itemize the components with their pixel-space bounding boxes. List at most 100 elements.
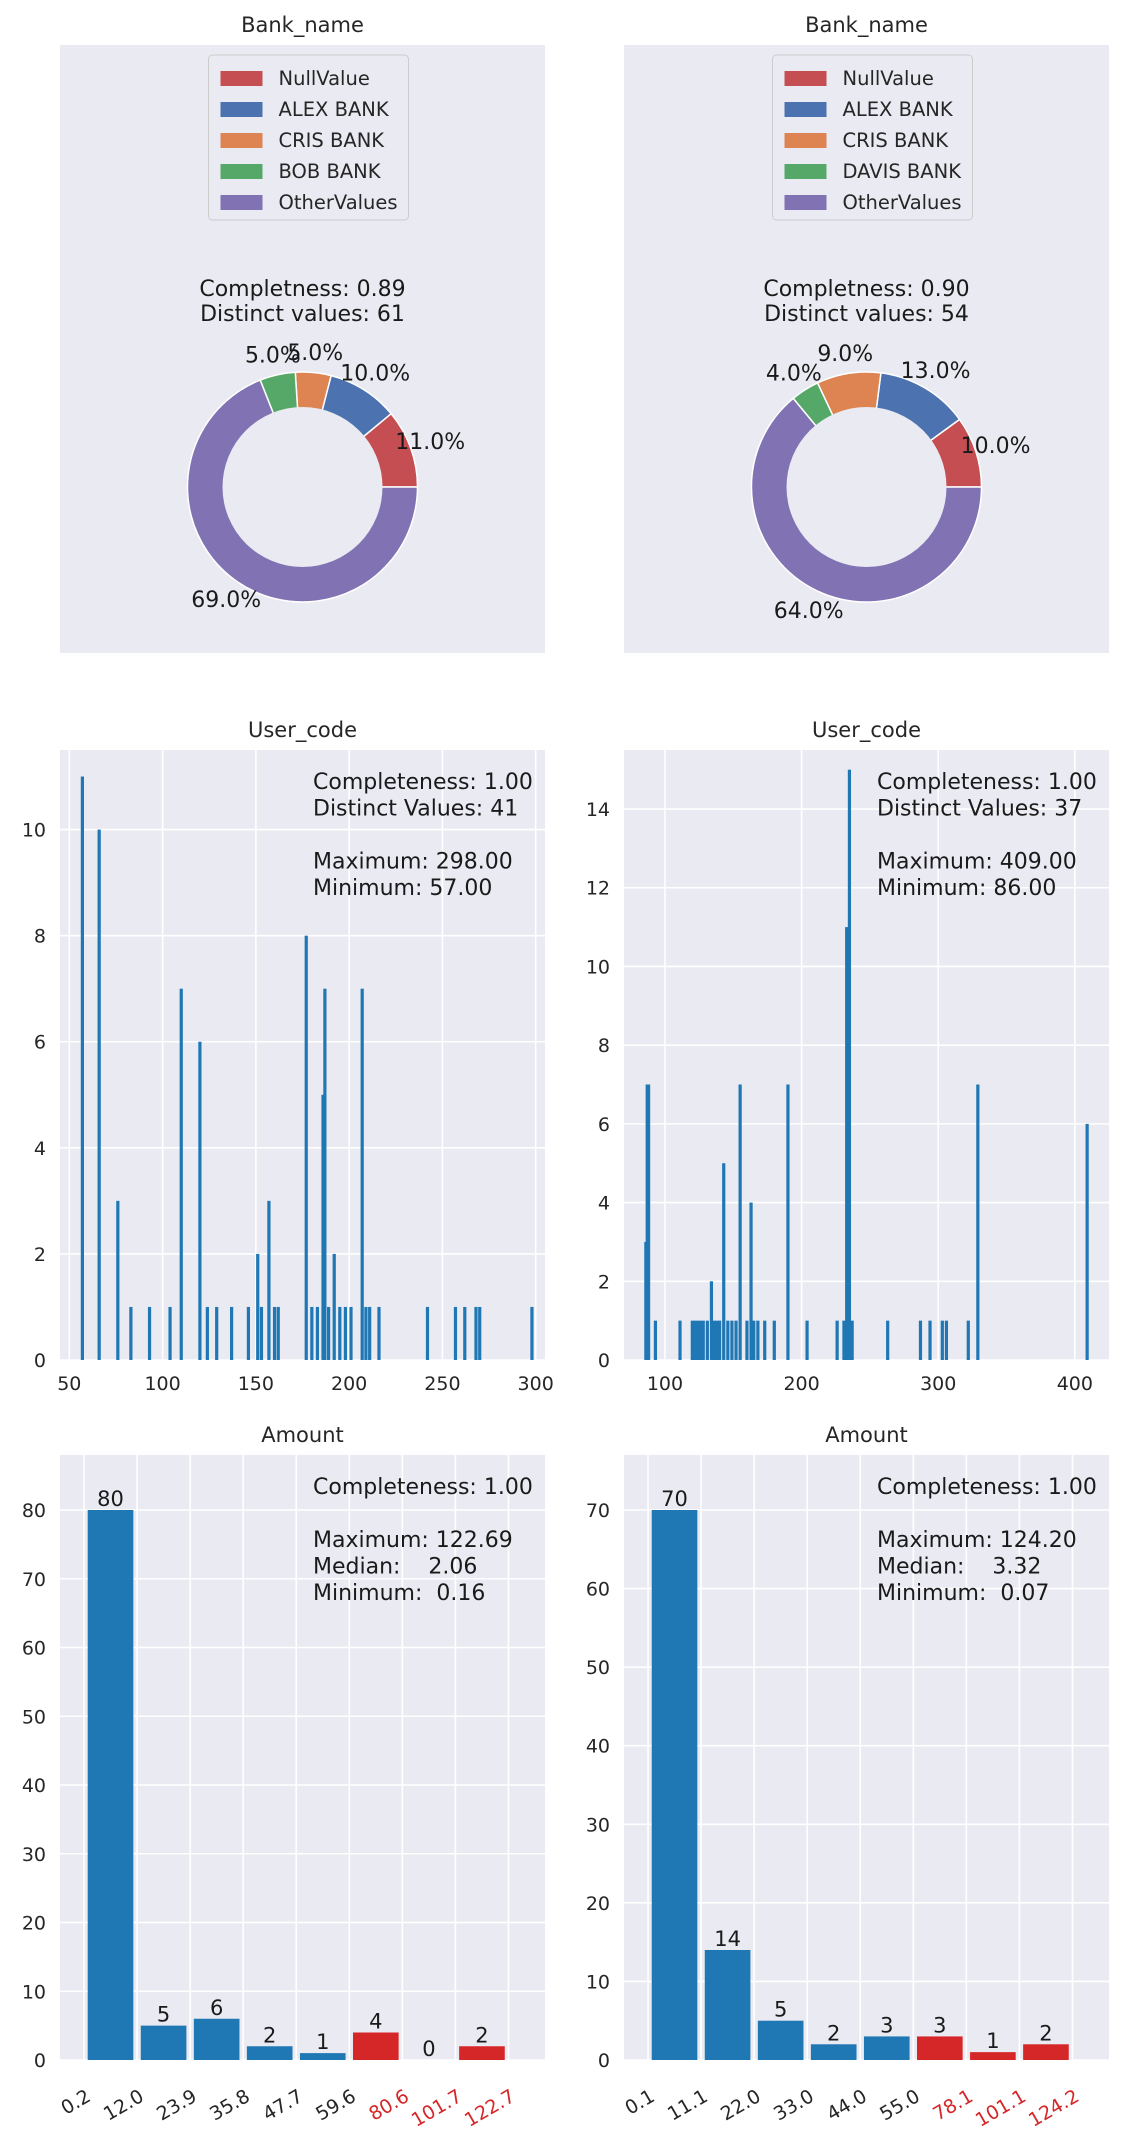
histogram-bar <box>215 1306 219 1360</box>
histogram-bar <box>646 1084 651 1360</box>
bar <box>299 2053 346 2060</box>
legend-swatch <box>220 133 263 148</box>
histogram-bar <box>696 1320 700 1360</box>
histogram-bar <box>343 1306 348 1360</box>
x-tick-label: 100 <box>144 1373 180 1395</box>
histogram-bar <box>752 1320 756 1360</box>
histogram-bar <box>97 829 101 1360</box>
slice-label: 9.0% <box>817 342 873 367</box>
histogram-bar <box>327 1306 331 1360</box>
x-tick-label: 22.0 <box>717 2085 765 2125</box>
histogram-bar <box>530 1306 534 1360</box>
histogram-bar <box>267 1200 271 1360</box>
plot-area <box>60 1455 545 2060</box>
bar-value-label: 2 <box>827 2021 840 2045</box>
histogram-bar <box>276 1306 280 1360</box>
legend-entry: CRIS BANK <box>843 129 950 152</box>
annotation-line: Distinct values: 54 <box>764 302 969 327</box>
annotation-line: Completeness: 1.00 <box>877 770 1097 795</box>
histogram-bar <box>478 1306 482 1360</box>
bar <box>353 2032 399 2060</box>
chart-title: Bank_name <box>805 13 928 38</box>
annotation-line: Minimum: 86.00 <box>877 876 1056 901</box>
legend-entry: BOB BANK <box>279 160 382 183</box>
y-tick-label: 40 <box>586 1736 610 1758</box>
y-tick-label: 0 <box>598 1350 610 1372</box>
bar-value-label: 5 <box>157 2003 170 2027</box>
histogram-bar <box>259 1306 264 1360</box>
histogram-bar <box>377 1306 381 1360</box>
bar <box>651 1510 698 2060</box>
y-tick-label: 2 <box>34 1244 46 1266</box>
histogram-bar <box>332 1253 336 1360</box>
bar-value-label: 1 <box>316 2030 329 2054</box>
x-tick-label: 150 <box>238 1373 274 1395</box>
histogram-bar <box>734 1320 738 1360</box>
y-tick-label: 50 <box>22 1706 46 1728</box>
histogram-bar <box>966 1320 970 1360</box>
y-tick-label: 10 <box>586 1971 610 1993</box>
x-tick-label: 200 <box>783 1373 819 1395</box>
histogram-bar <box>928 1320 932 1360</box>
bar <box>810 2044 857 2060</box>
histogram-bar <box>918 1320 923 1360</box>
legend-entry: DAVIS BANK <box>843 160 963 183</box>
bar-value-label: 1 <box>986 2029 999 2053</box>
histogram-panel-3: 100 200 300 400 0 2 4 6 8 10 12 14 User_code Complete… <box>586 718 1109 1395</box>
histogram-bar <box>944 1320 949 1360</box>
bar-value-label: 5 <box>774 1998 787 2022</box>
bar <box>140 2025 187 2060</box>
histogram-bar <box>805 1320 809 1360</box>
slice-label: 5.0% <box>245 344 301 369</box>
annotation-line: Completness: 0.90 <box>763 277 969 302</box>
y-tick-label: 20 <box>22 1913 46 1935</box>
x-tick-label: 200 <box>331 1373 367 1395</box>
legend-swatch <box>220 102 263 117</box>
bar-value-label: 2 <box>1039 2021 1052 2045</box>
histogram-bar <box>323 988 327 1360</box>
x-tick-label: 50 <box>57 1373 81 1395</box>
donut-hole <box>786 407 947 567</box>
y-tick-label: 20 <box>586 1893 610 1915</box>
x-tick-label: 122.7 <box>461 2085 519 2131</box>
histogram-bar <box>712 1320 716 1360</box>
x-tick-label: 44.0 <box>823 2085 871 2125</box>
histogram-bar <box>1085 1123 1089 1360</box>
histogram-bar <box>246 1306 251 1360</box>
histogram-bar <box>230 1306 234 1360</box>
annotation-line: Maximum: 122.69 <box>313 1528 513 1553</box>
bar <box>863 2036 910 2060</box>
slice-label: 5.0% <box>287 341 343 366</box>
slice-label: 11.0% <box>395 430 465 455</box>
y-tick-label: 10 <box>586 956 610 978</box>
y-tick-label: 10 <box>22 820 46 842</box>
plot-area <box>624 750 1109 1360</box>
y-tick-label: 80 <box>22 1500 46 1522</box>
annotation-line: Minimum: 57.00 <box>313 876 492 901</box>
x-tick-label: 100 <box>647 1373 683 1395</box>
histogram-bar <box>310 1306 314 1360</box>
bar <box>459 2046 505 2060</box>
slice-label: 10.0% <box>340 361 410 386</box>
histogram-bar <box>116 1200 120 1360</box>
histogram-bar <box>360 988 364 1360</box>
y-tick-label: 70 <box>586 1500 610 1522</box>
histogram-bar <box>976 1084 980 1360</box>
histogram-bar <box>315 1306 320 1360</box>
histogram-bar <box>168 1306 172 1360</box>
bar <box>193 2018 240 2060</box>
bar <box>1023 2044 1069 2060</box>
histogram-bar <box>463 1306 467 1360</box>
annotation-line: Median: 2.06 <box>313 1555 477 1580</box>
pie-panel-1: Bank_name NullValue ALEX BANK CRIS BANK DAVI… <box>624 13 1109 653</box>
histogram-bar <box>850 1320 854 1360</box>
legend-swatch <box>220 164 263 179</box>
histogram-bar <box>738 1084 742 1360</box>
y-tick-label: 10 <box>22 1981 46 2003</box>
histogram-bar <box>749 1202 753 1360</box>
annotation-line: Median: 3.32 <box>877 1555 1041 1580</box>
x-tick-label: 35.8 <box>206 2085 254 2125</box>
bar <box>757 2020 804 2060</box>
annotation-line: Minimum: 0.16 <box>313 1581 485 1606</box>
